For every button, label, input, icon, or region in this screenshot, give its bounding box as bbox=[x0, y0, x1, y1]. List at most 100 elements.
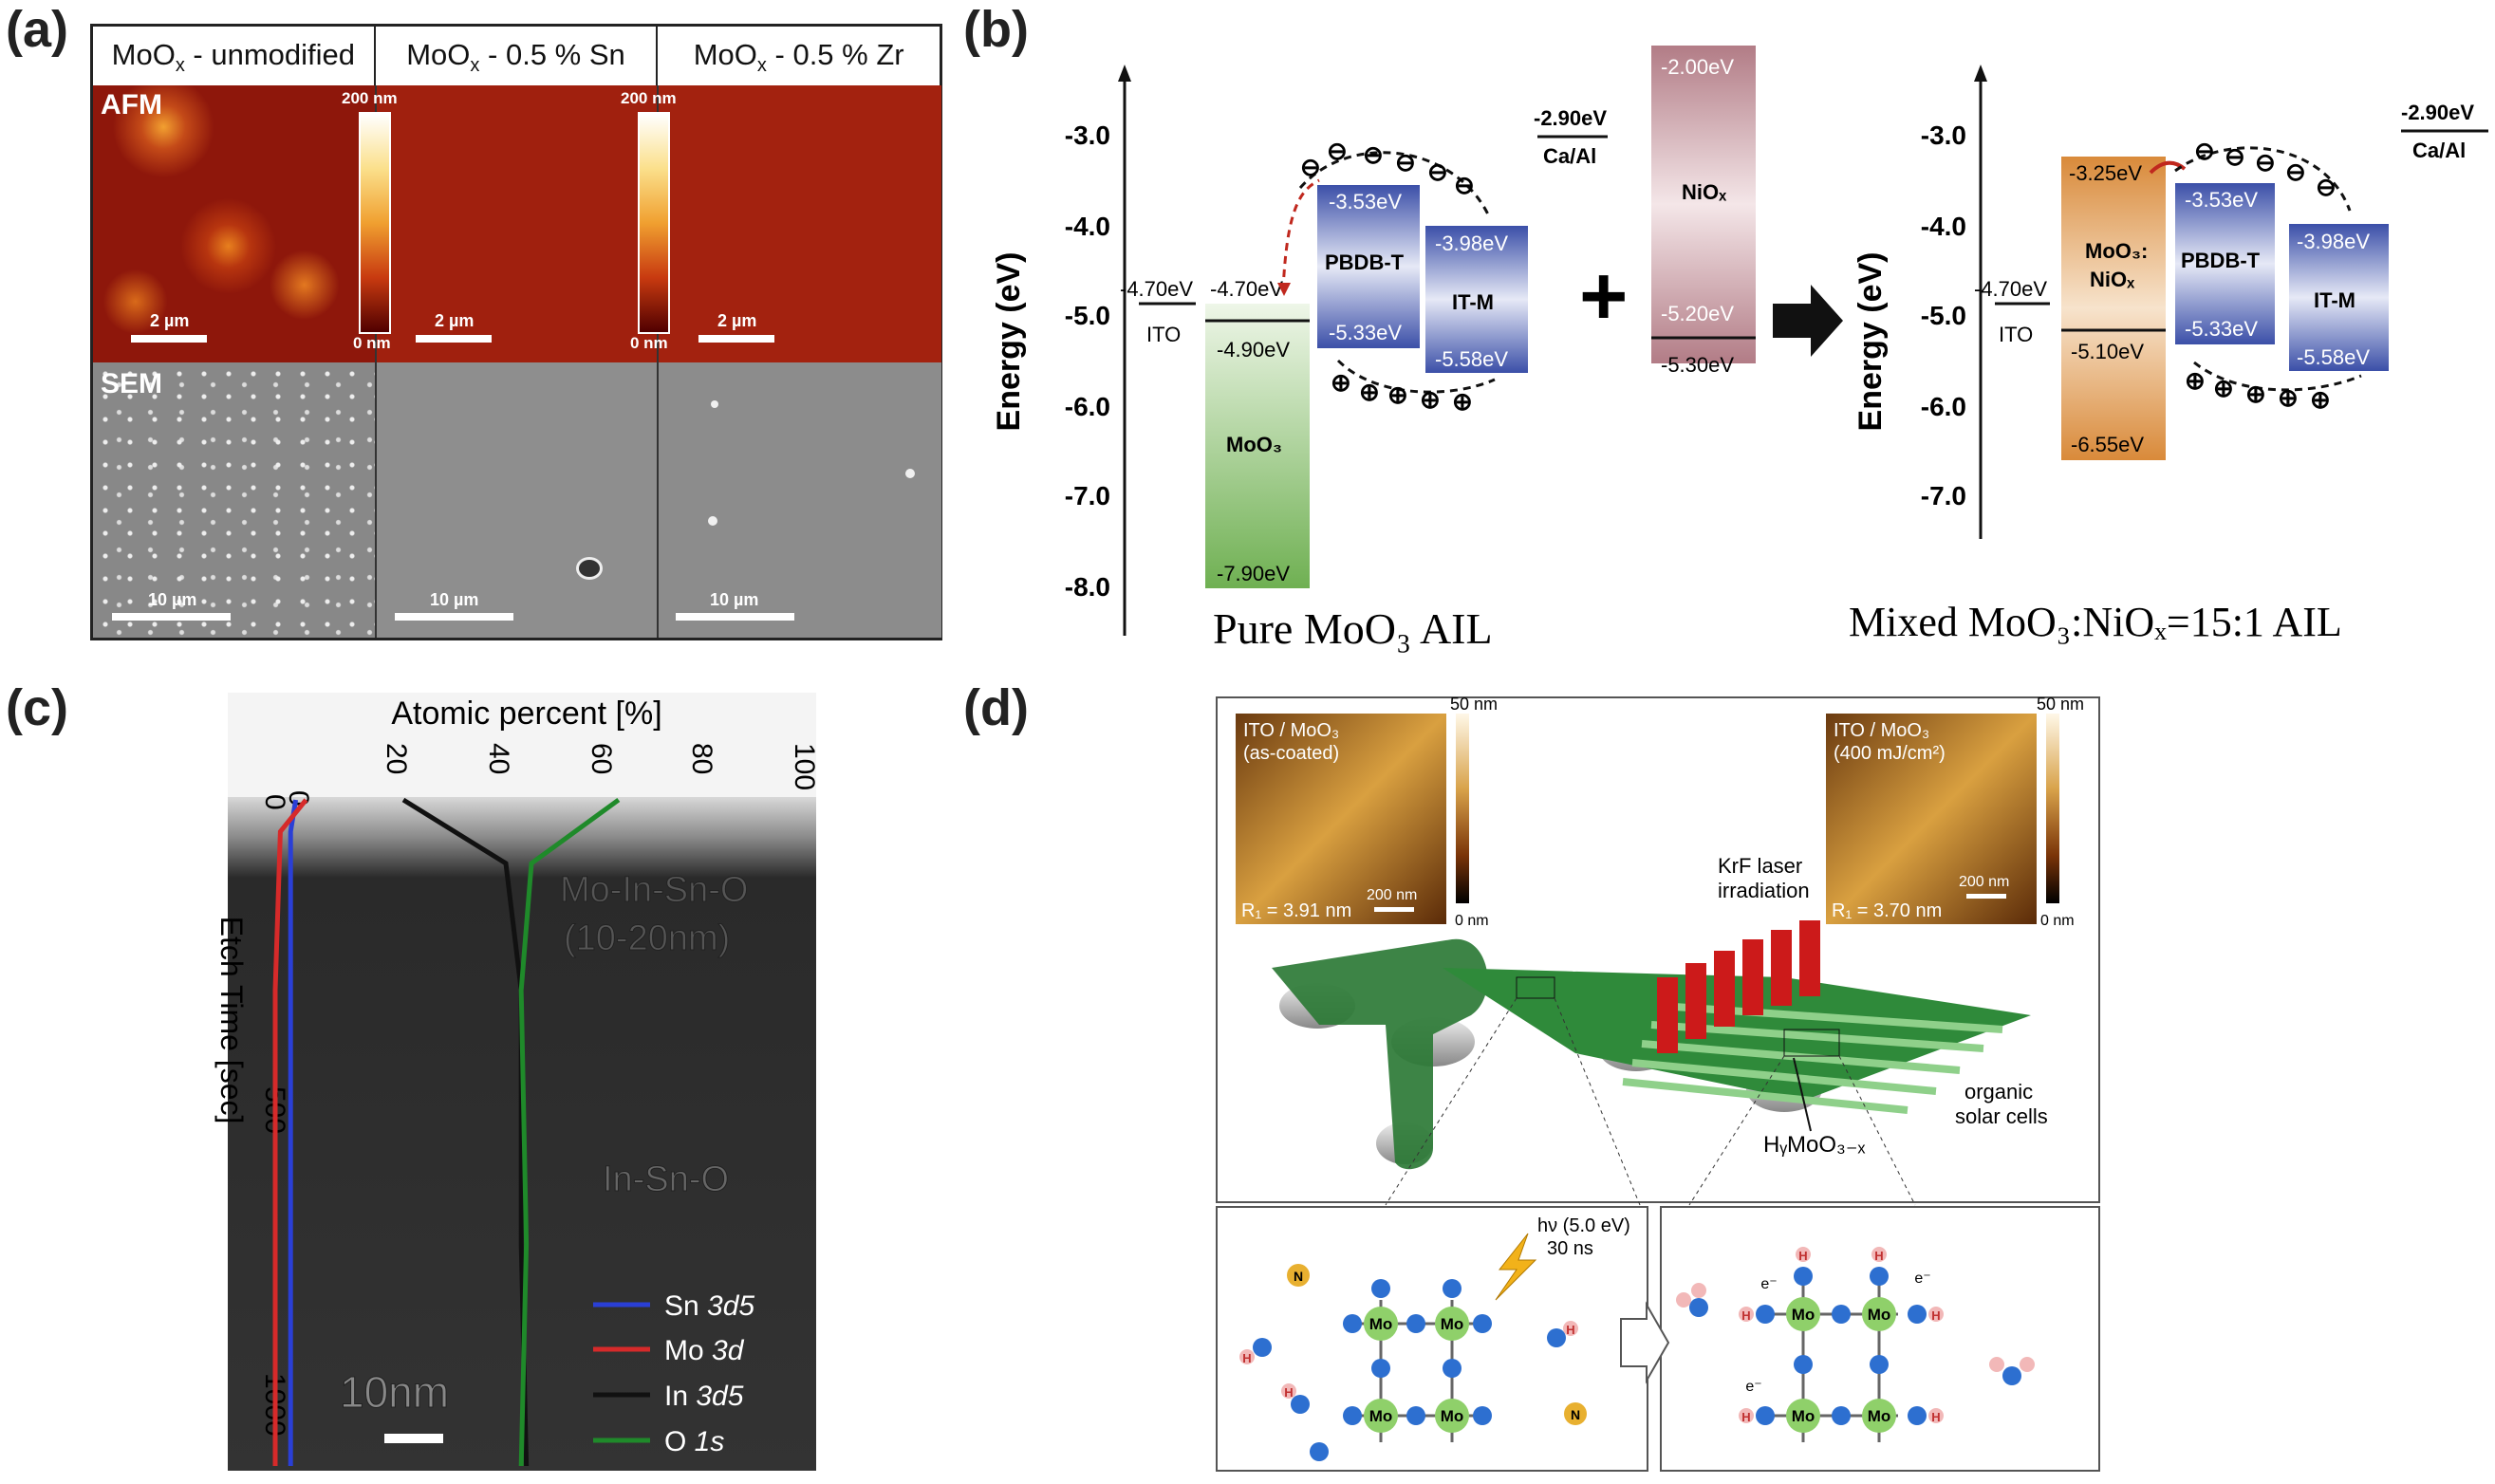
electron-arc-right bbox=[2174, 146, 2352, 212]
h-atom-label: H bbox=[1931, 1410, 1940, 1424]
o-atom bbox=[1343, 1314, 1362, 1333]
electron-label: e⁻ bbox=[1914, 1271, 1930, 1287]
afm-left-colorbar bbox=[1456, 714, 1469, 903]
bar-left-top: 50 nm bbox=[1450, 695, 1498, 714]
moo3-top-value: -4.70eV bbox=[1210, 277, 1283, 301]
electron-transfer-arrowhead-left bbox=[1277, 283, 1291, 296]
afm-scalebar-3 bbox=[698, 335, 774, 343]
niox-bottom-value: -5.20eV bbox=[1661, 302, 1734, 325]
laser-pulses bbox=[1657, 920, 1820, 1053]
h-atom bbox=[1739, 1408, 1754, 1423]
top-axis-title: Atomic percent [%] bbox=[391, 696, 661, 732]
ito-value-right: -4.70eV bbox=[1974, 277, 2047, 301]
water-h bbox=[2020, 1357, 2035, 1372]
axis-arrow-left bbox=[1118, 65, 1131, 82]
afm-right-scale: 200 nm bbox=[1959, 874, 2009, 890]
mix-top-value: -3.25eV bbox=[2069, 161, 2142, 185]
hole-arc-left bbox=[1336, 359, 1496, 394]
water-h bbox=[1281, 1383, 1296, 1399]
ito-value-left: -4.70eV bbox=[1120, 277, 1193, 301]
o-atom bbox=[1473, 1406, 1492, 1425]
o-atom bbox=[1371, 1359, 1390, 1378]
tick-top-1: 20 bbox=[381, 743, 412, 774]
o-atom bbox=[1794, 1267, 1813, 1286]
afm-image-unmodified bbox=[93, 85, 375, 362]
panel-d-label: (d) bbox=[963, 679, 1029, 736]
pbdb-bar-right bbox=[2175, 183, 2275, 344]
electron-transfer-arrow-right bbox=[2149, 160, 2187, 175]
mo-atom bbox=[1435, 1307, 1469, 1341]
sem-image-sn bbox=[375, 362, 659, 638]
itm-top-left: -3.98eV bbox=[1435, 232, 1508, 255]
hole: ⊕ bbox=[2185, 366, 2206, 395]
caption-mixed: Mixed MoO₃:NiOₓ=15:1 AIL bbox=[1849, 599, 2342, 645]
mo-atom bbox=[1862, 1297, 1896, 1331]
zoom-line bbox=[1385, 997, 1517, 1206]
afm-scale-2: 2 µm bbox=[435, 311, 475, 330]
electron: ⊖ bbox=[2225, 142, 2245, 171]
afm-row: 200 nm 0 nm 200 nm 0 nm AFM 2 µm 2 µm 2 … bbox=[93, 85, 941, 362]
water-h bbox=[1691, 1283, 1706, 1298]
photon-label-2: 30 ns bbox=[1547, 1238, 1593, 1259]
ito-label-right: ITO bbox=[1999, 323, 2033, 346]
mixed-moo3-niox-bar bbox=[2061, 157, 2166, 460]
ammonia-n bbox=[1287, 1264, 1310, 1287]
bar-right-bottom: 0 nm bbox=[2040, 913, 2075, 929]
cathode-value-left: -2.90eV bbox=[1534, 106, 1607, 130]
mix-name-2: NiOₓ bbox=[2090, 268, 2135, 291]
tick-left-2: -5.0 bbox=[1065, 301, 1110, 330]
legend-o: O 1s bbox=[664, 1426, 724, 1457]
ito-label-left: ITO bbox=[1146, 323, 1181, 346]
n-atom-label: N bbox=[1571, 1407, 1580, 1422]
o-atom bbox=[1756, 1406, 1775, 1425]
right-axis-ticks: -3.0 -4.0 -5.0 -6.0 -7.0 bbox=[1921, 121, 1966, 510]
cells-label-1: organic bbox=[1964, 1080, 2033, 1104]
mo-atom-label: Mo bbox=[1441, 1407, 1464, 1425]
o-atom bbox=[1794, 1355, 1813, 1374]
pbdb-bottom-right: -5.33eV bbox=[2185, 317, 2258, 341]
region-thickness: (10-20nm) bbox=[564, 918, 730, 958]
hole: ⊕ bbox=[1359, 378, 1380, 406]
o-atom bbox=[1870, 1355, 1889, 1374]
transformation-arrow bbox=[1773, 285, 1843, 357]
panel-a-label: (a) bbox=[6, 1, 68, 58]
moo3-zoom-box bbox=[1516, 976, 1555, 999]
tick-left-1: -4.0 bbox=[1065, 212, 1110, 241]
water-o bbox=[1689, 1298, 1708, 1317]
afm-left-scale: 200 nm bbox=[1367, 887, 1417, 903]
o-atom bbox=[1343, 1406, 1362, 1425]
hole: ⊕ bbox=[2278, 383, 2299, 412]
electron: ⊖ bbox=[1454, 171, 1475, 199]
legend-sn: Sn 3d5 bbox=[664, 1290, 754, 1322]
laser-pulse bbox=[1685, 963, 1706, 1039]
h-atom-label: H bbox=[1798, 1249, 1807, 1263]
electron: ⊖ bbox=[1327, 137, 1348, 165]
niox-top-value: -2.00eV bbox=[1661, 55, 1734, 79]
legend: Sn 3d5 Mo 3d In 3d5 O 1s bbox=[593, 1290, 754, 1457]
electron: ⊖ bbox=[2194, 137, 2215, 165]
electron: ⊖ bbox=[2255, 148, 2276, 176]
niox-bar bbox=[1651, 46, 1756, 363]
panel-a-figure: MoOx - unmodified MoOx - 0.5 % Sn MoOx -… bbox=[90, 24, 942, 640]
laser-pulse bbox=[1742, 939, 1763, 1015]
depth-profile-lines bbox=[272, 797, 621, 1467]
hole: ⊕ bbox=[1331, 368, 1351, 397]
hole: ⊕ bbox=[2310, 385, 2331, 414]
h-atom-label: H bbox=[1741, 1308, 1750, 1323]
electron-arc-left bbox=[1298, 151, 1490, 215]
sem-scale-3: 10 µm bbox=[710, 590, 759, 609]
stripe bbox=[1641, 1040, 1961, 1074]
o-atom bbox=[1832, 1406, 1851, 1425]
itm-bottom-left: -5.58eV bbox=[1435, 347, 1508, 371]
lightning-icon bbox=[1495, 1233, 1537, 1301]
mix-bottom-value: -6.55eV bbox=[2071, 433, 2144, 456]
afm-scale-3: 2 µm bbox=[717, 311, 757, 330]
sem-scalebar-3 bbox=[676, 613, 794, 621]
electron: ⊖ bbox=[1427, 158, 1448, 186]
mo-atom-label: Mo bbox=[1792, 1306, 1815, 1324]
sem-scale-2: 10 µm bbox=[430, 590, 479, 609]
axis-title-right: Energy (eV) bbox=[1853, 252, 1889, 432]
photon-label-1: hν (5.0 eV) bbox=[1537, 1215, 1630, 1236]
hymoo-pointer bbox=[1793, 1057, 1812, 1132]
tick-top-4: 80 bbox=[686, 743, 717, 774]
